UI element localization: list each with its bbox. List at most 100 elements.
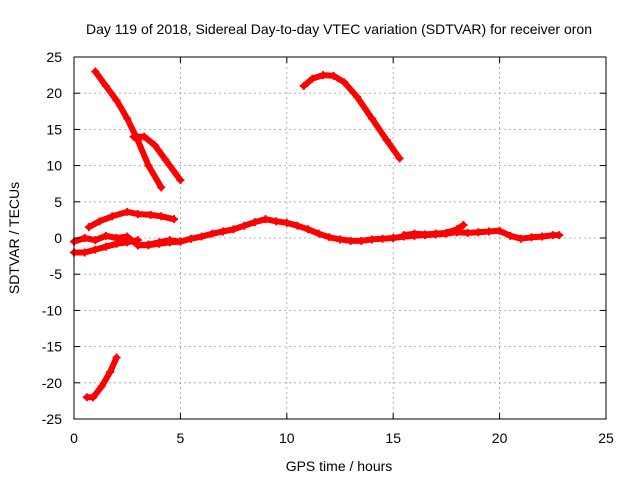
data-point	[495, 226, 504, 235]
data-point	[112, 353, 121, 362]
data-point	[325, 233, 334, 242]
data-point	[155, 238, 164, 247]
data-point	[282, 218, 291, 227]
x-tick-label: 25	[598, 430, 614, 446]
data-point	[229, 225, 238, 234]
x-tick-label: 0	[70, 430, 78, 446]
data-point	[293, 221, 302, 230]
x-tick-label: 10	[279, 430, 295, 446]
data-point	[106, 367, 115, 376]
data-point	[91, 67, 100, 76]
data-point	[84, 223, 93, 232]
data-point	[80, 248, 89, 257]
data-point	[555, 231, 564, 240]
data-point	[112, 234, 121, 242]
data-point	[527, 233, 536, 242]
data-point	[395, 154, 404, 163]
data-point	[170, 215, 179, 224]
data-point	[346, 236, 355, 245]
data-point	[318, 71, 327, 80]
data-point	[250, 218, 259, 227]
data-point	[197, 232, 206, 241]
data-point	[516, 234, 525, 243]
data-point	[187, 234, 196, 243]
data-point	[108, 212, 117, 221]
data-point	[146, 210, 155, 219]
data-point	[329, 71, 338, 80]
y-axis-label: SDTVAR / TECUs	[6, 182, 22, 294]
data-point	[240, 221, 249, 230]
data-point	[133, 210, 142, 219]
data-point	[157, 212, 166, 221]
series-arc-9-points	[399, 220, 468, 240]
x-tick-label: 20	[492, 430, 508, 446]
data-point	[261, 215, 270, 224]
data-point	[91, 236, 100, 245]
data-point	[538, 232, 547, 241]
data-point	[357, 236, 366, 245]
ticks: 0 5 10 15 20 25 -25 -20 -15 -10 -5 0 5 10 15 20 25	[42, 49, 614, 446]
y-tick-label: 10	[46, 158, 62, 174]
data-point	[453, 225, 462, 234]
data-point	[431, 229, 440, 238]
data-point	[161, 155, 170, 164]
data-point	[382, 136, 391, 145]
y-tick-label: -25	[42, 411, 62, 427]
data-point	[367, 114, 376, 123]
data-point	[463, 228, 472, 237]
y-tick-label: 0	[54, 230, 62, 246]
data-point	[378, 234, 387, 243]
data-point	[123, 114, 132, 123]
data-point	[474, 228, 483, 237]
data-point	[123, 207, 132, 216]
y-tick-label: 5	[54, 194, 62, 210]
data-point	[399, 231, 408, 240]
data-point	[129, 132, 138, 141]
data-point	[272, 217, 281, 226]
data-point	[336, 235, 344, 244]
data-point	[367, 235, 376, 244]
data-point	[144, 161, 153, 170]
data-point	[133, 241, 142, 250]
data-point	[165, 236, 174, 245]
data-point	[389, 234, 398, 242]
data-point	[459, 220, 468, 229]
data-point	[176, 176, 185, 185]
data-point	[410, 229, 419, 238]
series-arc-3-points	[299, 71, 404, 163]
y-tick-label: 15	[46, 121, 62, 137]
y-tick-label: 20	[46, 85, 62, 101]
x-tick-label: 5	[177, 430, 185, 446]
data-point	[157, 183, 166, 192]
data-point	[421, 230, 430, 239]
data-point	[442, 228, 451, 237]
data-point	[218, 227, 227, 236]
data-point	[176, 237, 185, 246]
data-point	[308, 74, 317, 83]
data-point	[89, 393, 98, 402]
y-tick-label: -10	[42, 302, 62, 318]
data-point	[144, 240, 153, 249]
data-point	[506, 231, 515, 240]
chart-title: Day 119 of 2018, Sidereal Day-to-day VTE…	[86, 21, 592, 37]
data-point	[97, 382, 106, 391]
series-group	[70, 67, 564, 402]
data-point	[314, 229, 323, 238]
data-point	[101, 231, 110, 240]
data-point	[123, 232, 132, 241]
x-axis-label: GPS time / hours	[286, 458, 393, 474]
data-point	[150, 141, 159, 150]
data-point	[95, 217, 104, 226]
data-point	[299, 81, 308, 90]
data-point	[208, 229, 217, 238]
series-arc-2-points	[129, 132, 185, 185]
y-tick-label: -15	[42, 339, 62, 355]
data-point	[80, 234, 89, 242]
y-tick-label: 25	[46, 49, 62, 65]
data-point	[304, 225, 313, 234]
y-tick-label: -20	[42, 375, 62, 391]
x-tick-label: 15	[385, 430, 401, 446]
series-arc-1-points	[91, 67, 166, 192]
data-point	[112, 96, 121, 105]
